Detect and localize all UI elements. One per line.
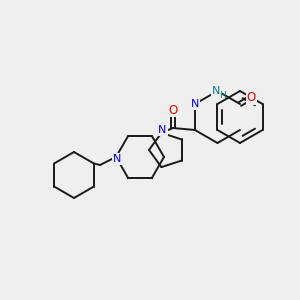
Text: H: H	[219, 91, 226, 100]
Text: O: O	[168, 103, 178, 116]
Text: O: O	[247, 91, 256, 104]
Text: N: N	[158, 125, 166, 135]
Text: N: N	[113, 154, 121, 164]
Text: N: N	[191, 99, 199, 109]
Text: N: N	[212, 86, 221, 96]
